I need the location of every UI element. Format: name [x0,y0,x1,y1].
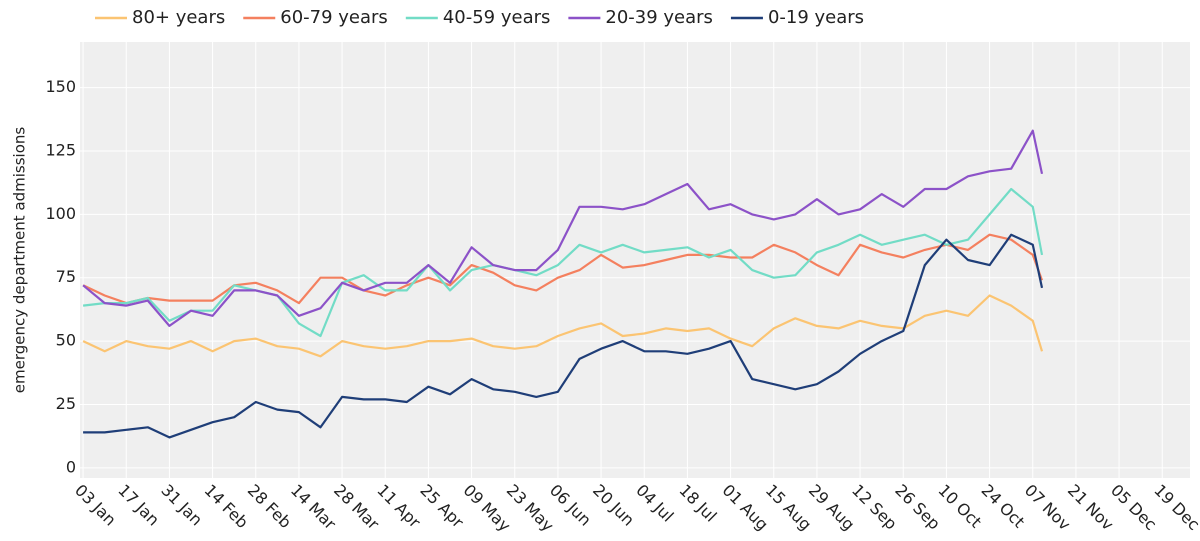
x-tick-label: 17 Jan [114,481,163,530]
x-tick-label: 21 Nov [1064,481,1118,535]
x-tick-label: 09 May [460,481,515,536]
legend-label: 60-79 years [280,7,388,28]
x-tick-label: 11 Apr [373,481,424,532]
y-tick-label: 150 [45,77,76,96]
series-line [83,233,1044,439]
legend-label: 0-19 years [768,7,864,28]
y-axis-label: emergency department admissions [11,127,29,394]
x-tick-label: 18 Jul [675,481,720,526]
x-tick-label: 28 Feb [244,481,295,532]
x-tick-label: 19 Dec [1150,481,1200,534]
y-tick-label: 125 [45,141,76,160]
x-tick-label: 31 Jan [157,481,206,530]
plot-area [80,42,1190,478]
x-tick-label: 26 Sep [891,481,944,534]
y-tick-label: 25 [56,394,76,413]
y-tick-label: 75 [56,267,76,286]
x-tick-label: 24 Oct [978,481,1029,532]
x-tick-label: 12 Sep [848,481,901,534]
x-tick-label: 29 Aug [805,481,859,535]
y-tick-label: 100 [45,204,76,223]
x-tick-label: 05 Dec [1107,481,1160,534]
series-line [82,187,1044,338]
x-tick-label: 25 Apr [416,481,467,532]
x-tick-label: 07 Nov [1021,481,1075,535]
y-tick-label: 0 [66,457,76,476]
x-tick-label: 04 Jul [632,481,677,526]
x-tick-label: 10 Oct [934,481,985,532]
series-line [82,294,1044,358]
x-tick-label: 03 Jan [71,481,120,530]
x-tick-label: 23 May [503,481,558,536]
legend-label: 80+ years [132,7,225,28]
x-tick-label: 14 Feb [201,481,252,532]
x-tick-label: 28 Mar [330,481,383,534]
x-tick-label: 15 Aug [762,481,816,535]
x-tick-label: 01 Aug [719,481,773,535]
series-line [82,129,1044,327]
legend-label: 40-59 years [443,7,551,28]
series-line [82,233,1044,305]
x-tick-label: 14 Mar [287,481,340,534]
y-tick-label: 50 [56,331,76,350]
x-tick-label: 20 Jun [589,481,638,530]
legend-label: 20-39 years [605,7,713,28]
